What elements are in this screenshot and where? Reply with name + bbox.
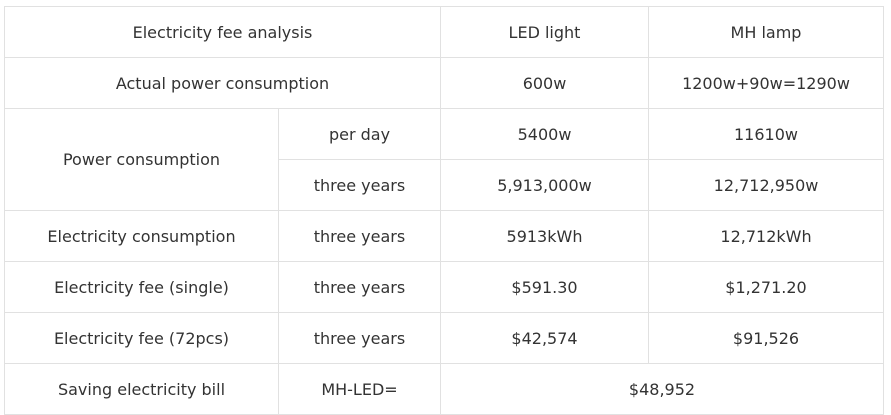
table-row: Electricity consumption three years 5913…: [4, 210, 884, 262]
led-value: 600w: [440, 57, 649, 109]
led-value: $591.30: [440, 261, 649, 313]
row-label: Electricity fee (72pcs): [4, 312, 279, 364]
saving-label: Saving electricity bill: [4, 363, 279, 415]
mh-value: 11610w: [648, 108, 884, 160]
row-period: three years: [278, 210, 441, 262]
led-light-header: LED light: [440, 6, 649, 58]
table-row: three years 5,913,000w 12,712,950w: [5, 159, 884, 211]
row-label: Electricity fee (single): [4, 261, 279, 313]
row-label: Actual power consumption: [4, 57, 441, 109]
table-title-cell: Electricity fee analysis: [4, 6, 441, 58]
table-row: Electricity fee (single) three years $59…: [4, 261, 884, 313]
led-value: $42,574: [440, 312, 649, 364]
mh-value: 12,712,950w: [648, 159, 884, 211]
led-value: 5400w: [440, 108, 649, 160]
saving-value: $48,952: [440, 363, 884, 415]
table-row: Electricity fee (72pcs) three years $42,…: [4, 312, 884, 364]
row-label: Electricity consumption: [4, 210, 279, 262]
row-period: per day: [278, 108, 441, 160]
led-value: 5,913,000w: [440, 159, 649, 211]
table-row: Power consumption per day 5400w 11610w: [4, 108, 884, 211]
mh-lamp-header: MH lamp: [648, 6, 884, 58]
table-header-row: Electricity fee analysis LED light MH la…: [4, 6, 884, 58]
row-period: three years: [278, 159, 441, 211]
mh-value: $91,526: [648, 312, 884, 364]
electricity-fee-table: Electricity fee analysis LED light MH la…: [4, 6, 884, 415]
mh-value: 1200w+90w=1290w: [648, 57, 884, 109]
saving-formula: MH-LED=: [278, 363, 441, 415]
table-footer-row: Saving electricity bill MH-LED= $48,952: [4, 363, 884, 415]
row-period: three years: [278, 261, 441, 313]
row-label: Power consumption: [4, 108, 279, 211]
row-period: three years: [278, 312, 441, 364]
led-value: 5913kWh: [440, 210, 649, 262]
table-row: Actual power consumption 600w 1200w+90w=…: [4, 57, 884, 109]
mh-value: $1,271.20: [648, 261, 884, 313]
mh-value: 12,712kWh: [648, 210, 884, 262]
